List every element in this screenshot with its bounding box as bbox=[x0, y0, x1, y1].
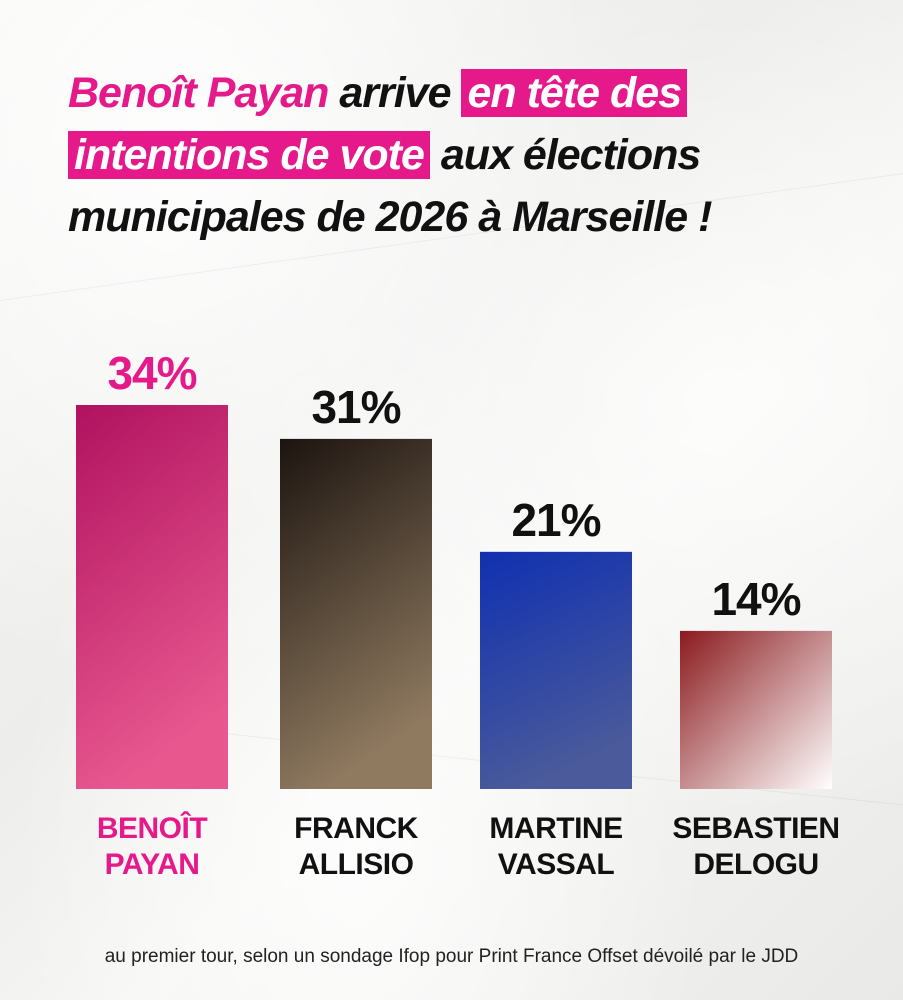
category-label-3: VASSAL bbox=[498, 848, 615, 881]
category-label-3: MARTINE bbox=[489, 812, 622, 845]
value-label-3: 21% bbox=[511, 494, 600, 546]
value-label-2: 31% bbox=[311, 381, 400, 433]
bar-2 bbox=[280, 438, 432, 789]
category-label-4: SEBASTIEN bbox=[672, 812, 839, 845]
headline-text: municipales de 2026 à Marseille ! bbox=[68, 193, 712, 241]
footnote: au premier tour, selon un sondage Ifop p… bbox=[104, 946, 799, 967]
category-label-1: BENOÎT bbox=[97, 811, 208, 845]
headline-candidate-name: Benoît Payan bbox=[68, 69, 329, 117]
headline-text: aux élections bbox=[429, 131, 701, 179]
value-label-4: 14% bbox=[711, 573, 800, 625]
headline-line-3: municipales de 2026 à Marseille ! bbox=[68, 186, 848, 248]
bar-4 bbox=[680, 630, 832, 789]
chart-bars bbox=[76, 405, 832, 789]
headline-highlight: intentions de vote bbox=[68, 131, 430, 179]
headline-text: arrive bbox=[328, 69, 462, 117]
headline-line-1: Benoît Payan arrive en tête des bbox=[68, 62, 848, 124]
value-label-1: 34% bbox=[107, 347, 196, 399]
headline-line-2: intentions de vote aux élections bbox=[68, 124, 848, 186]
headline: Benoît Payan arrive en tête des intentio… bbox=[68, 62, 848, 248]
bar-3 bbox=[480, 551, 632, 789]
headline-highlight: en tête des bbox=[461, 69, 688, 117]
category-label-2: FRANCK bbox=[294, 812, 418, 845]
category-label-1: PAYAN bbox=[105, 848, 200, 881]
bar-1 bbox=[76, 405, 228, 789]
chart-value-labels: 34% 31% 21% 14% bbox=[107, 347, 801, 625]
category-label-2: ALLISIO bbox=[299, 848, 414, 881]
category-label-4: DELOGU bbox=[693, 848, 818, 881]
